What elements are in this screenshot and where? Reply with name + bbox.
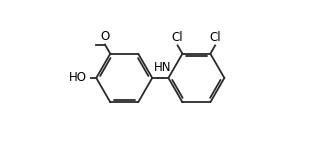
Text: HO: HO xyxy=(69,71,87,84)
Text: Cl: Cl xyxy=(210,31,221,44)
Text: HN: HN xyxy=(154,61,171,74)
Text: Cl: Cl xyxy=(172,31,183,44)
Text: O: O xyxy=(100,30,110,43)
